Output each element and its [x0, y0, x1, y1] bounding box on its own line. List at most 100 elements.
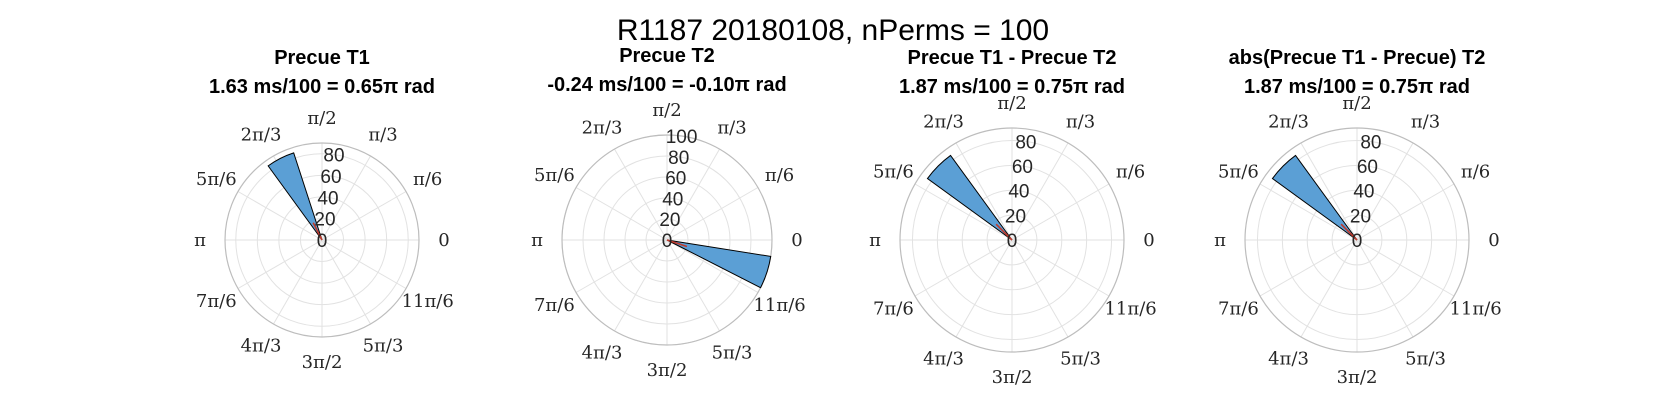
panel-2-angle-tick-label: π: [531, 230, 543, 251]
panel-4-mean-vector: [1340, 223, 1358, 241]
panel-1-grid-spoke: [321, 239, 371, 325]
panel-2-grid-spoke: [666, 239, 759, 293]
panel-4-angle-tick-label: π/6: [1461, 162, 1490, 183]
panel-3-angle-tick-label: π/3: [1066, 111, 1095, 132]
panel-4-radial-tick-label: 20: [1350, 206, 1371, 227]
panel-4-grid-spoke: [1300, 239, 1358, 338]
panel-1-histogram-bar: [267, 152, 323, 241]
polar-panel-2: Precue T2 -0.24 ms/100 = -0.10π rad 0204…: [531, 45, 806, 381]
panel-3-histogram-bar: [926, 154, 1013, 241]
panel-1-angle-tick-label: π/3: [368, 124, 397, 145]
panel-3-radial-tick-label: 40: [1008, 182, 1029, 203]
panel-3-angle-tick-label: 5π/6: [873, 162, 914, 183]
panel-3-grid-spoke: [914, 183, 1013, 241]
panel-3-radial-tick-label: 20: [1005, 206, 1026, 227]
panel-1-angle-tick-label: 3π/2: [302, 352, 343, 373]
panel-3-angle-tick-label: 2π/3: [923, 111, 964, 132]
panel-3-angle-tick-label: 11π/6: [1104, 299, 1156, 320]
panel-3-grid-spoke: [1011, 239, 1110, 297]
panel-4-title: abs(Precue T1 - Precue) T2: [1229, 47, 1486, 69]
panel-4-plot: 0 20 40 60 80 0 π/6 π/3 π/2 2π/3 5π/6 π 7π/6 4π/3 3π/2…: [1214, 93, 1502, 388]
panel-3-title: Precue T1 - Precue T2: [908, 47, 1117, 69]
panel-4-angle-tick-label: 2π/3: [1268, 111, 1309, 132]
panel-2-grid-spoke: [666, 187, 759, 241]
panel-2-angle-tick-label: π/6: [765, 165, 794, 186]
panel-1-mean-vector: [312, 222, 323, 241]
polar-panel-3: Precue T1 - Precue T2 1.87 ms/100 = 0.75…: [869, 47, 1157, 388]
panel-2-angle-tick-label: 3π/2: [647, 360, 688, 381]
panel-2-grid-spoke: [666, 148, 720, 241]
panel-2-radial-tick-label: 40: [662, 189, 683, 210]
panel-2-angle-tick-label: 0: [791, 230, 802, 251]
panel-4-angle-tick-label: π/2: [1342, 93, 1371, 114]
panel-4-angle-tick-label: 5π/3: [1405, 349, 1446, 370]
panel-4-subtitle: 1.87 ms/100 = 0.75π rad: [1244, 76, 1470, 98]
panel-4-grid-spoke: [1259, 183, 1358, 241]
panel-2-radial-tick-label: 100: [666, 127, 698, 148]
panel-3-grid-spoke: [1011, 239, 1069, 338]
panel-2-subtitle: -0.24 ms/100 = -0.10π rad: [547, 74, 786, 96]
panel-3-grid-spoke: [1011, 183, 1110, 241]
panel-2-grid-spoke: [575, 187, 668, 241]
panel-2-angle-tick-label: π/2: [652, 100, 681, 121]
panel-3-radial-tick-label: 0: [1007, 231, 1018, 252]
panel-3-angle-tick-label: 7π/6: [873, 299, 914, 320]
panel-1-angle-tick-label: 7π/6: [196, 291, 237, 312]
panel-3-radial-tick-label: 80: [1015, 132, 1036, 153]
panel-1-radial-tick-label: 60: [320, 167, 341, 188]
panel-3-grid-spoke: [955, 142, 1013, 241]
panel-4-radial-tick-label: 0: [1352, 231, 1363, 252]
panel-3-radial-tick-label: 60: [1012, 157, 1033, 178]
panel-4-histogram-bar: [1271, 154, 1358, 241]
panel-4-grid-spoke: [1356, 239, 1414, 338]
panel-1-angle-tick-label: 5π/6: [196, 169, 237, 190]
panel-4-radial-tick-label: 40: [1353, 182, 1374, 203]
panel-4-angle-tick-label: 3π/2: [1337, 367, 1378, 388]
panel-4-outer-ring: [1244, 127, 1470, 353]
panel-3-angle-tick-label: 0: [1143, 230, 1154, 251]
panel-2-angle-tick-label: π/3: [717, 117, 746, 138]
panel-1-angle-tick-label: 4π/3: [241, 336, 282, 357]
panel-2-angle-tick-label: 5π/6: [534, 165, 575, 186]
panel-1-angle-tick-label: π: [194, 230, 206, 251]
panel-2-grid-spoke: [575, 239, 668, 293]
panel-1-angle-tick-label: π/6: [413, 169, 442, 190]
panel-2-radial-tick-label: 0: [662, 231, 673, 252]
panel-2-radial-tick-label: 60: [665, 169, 686, 190]
panel-3-angle-tick-label: π: [869, 230, 881, 251]
panel-2-grid-spoke: [614, 148, 668, 241]
panel-2-angle-tick-label: 11π/6: [753, 295, 805, 316]
panel-3-outer-ring: [899, 127, 1125, 353]
panel-1-angle-tick-label: 11π/6: [402, 291, 454, 312]
figure-title: R1187 20180108, nPerms = 100: [617, 14, 1049, 47]
panel-2-grid-spoke: [614, 239, 668, 332]
panel-1-radial-tick-label: 80: [323, 146, 344, 167]
panel-1-angle-tick-label: 2π/3: [241, 124, 282, 145]
panel-3-grid-spoke: [1011, 142, 1069, 241]
panel-2-radial-tick-label: 20: [659, 210, 680, 231]
panel-3-angle-tick-label: π/6: [1116, 162, 1145, 183]
panel-1-angle-tick-label: 0: [438, 230, 449, 251]
panel-4-angle-tick-label: 11π/6: [1449, 299, 1501, 320]
panel-1-grid-spoke: [273, 239, 323, 325]
panel-4-angle-tick-label: π: [1214, 230, 1226, 251]
panel-1-radial-tick-label: 0: [317, 231, 328, 252]
panel-3-mean-vector: [995, 223, 1013, 241]
panel-2-mean-vector: [666, 239, 688, 248]
panel-1-subtitle: 1.63 ms/100 = 0.65π rad: [209, 76, 435, 98]
panel-1-grid-spoke: [321, 155, 371, 241]
panel-3-angle-tick-label: π/2: [997, 93, 1026, 114]
panel-2-histogram-bar: [666, 239, 772, 289]
panel-2-outer-ring: [561, 134, 773, 346]
panel-1-grid-spoke: [321, 191, 407, 241]
panel-2-angle-tick-label: 2π/3: [582, 117, 623, 138]
panel-2-grid-spoke: [666, 239, 720, 332]
panel-4-grid-spoke: [1259, 239, 1358, 297]
panel-1-outer-ring: [224, 142, 420, 338]
polar-panel-4: abs(Precue T1 - Precue) T2 1.87 ms/100 =…: [1214, 47, 1502, 388]
panel-3-grid-spoke: [914, 239, 1013, 297]
panel-2-radial-tick-label: 80: [668, 148, 689, 169]
panel-2-angle-tick-label: 7π/6: [534, 295, 575, 316]
polar-panel-1: Precue T1 1.63 ms/100 = 0.65π rad 020406…: [194, 47, 454, 373]
